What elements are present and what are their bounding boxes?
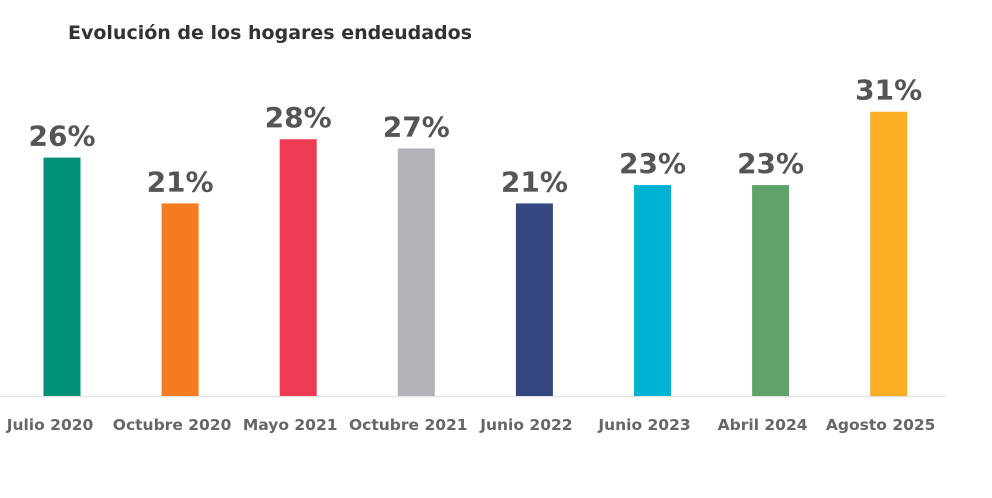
bar-2 xyxy=(161,203,199,396)
bar-8 xyxy=(870,111,908,396)
x-tick-label: Julio 2020 xyxy=(6,416,94,434)
x-tick-label: Octubre 2021 xyxy=(349,416,468,434)
x-tick-label: Abril 2024 xyxy=(718,416,808,434)
bar-1 xyxy=(43,157,81,396)
data-label: 27% xyxy=(383,110,450,143)
data-label: 28% xyxy=(265,101,332,134)
bar-7 xyxy=(752,185,790,396)
data-label: 21% xyxy=(501,165,568,198)
x-tick-label: Agosto 2025 xyxy=(826,416,936,434)
data-label: 21% xyxy=(147,165,214,198)
x-tick-label: Octubre 2020 xyxy=(113,416,232,434)
bar-3 xyxy=(279,139,317,397)
x-tick-label: Mayo 2021 xyxy=(243,416,338,434)
bar-5 xyxy=(515,203,553,396)
data-label: 23% xyxy=(619,147,686,180)
data-label: 31% xyxy=(855,74,922,107)
x-tick-label: Junio 2022 xyxy=(479,416,572,434)
data-label: 26% xyxy=(28,120,95,153)
bar-6 xyxy=(634,185,671,396)
chart-title: Evolución de los hogares endeudados xyxy=(68,22,472,44)
data-label: 23% xyxy=(737,147,804,180)
x-tick-label: Junio 2023 xyxy=(597,416,690,434)
bar-4 xyxy=(397,148,435,396)
